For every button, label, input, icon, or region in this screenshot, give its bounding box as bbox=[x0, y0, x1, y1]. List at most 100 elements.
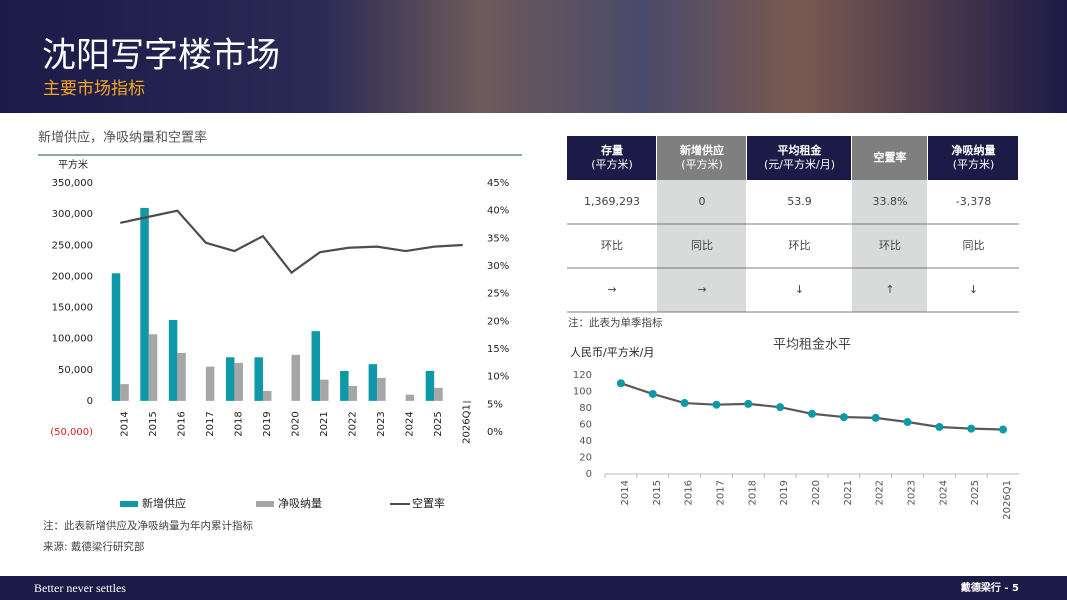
table-cell: → bbox=[697, 283, 706, 296]
table-cell: 33.8% bbox=[873, 195, 908, 208]
bar bbox=[462, 400, 472, 403]
page-title: 沈阳写字楼市场 bbox=[42, 36, 280, 76]
marker bbox=[967, 424, 976, 433]
bar bbox=[348, 385, 358, 401]
footer-brand: 戴德梁行 - 5 bbox=[961, 581, 1019, 594]
header-cell bbox=[928, 136, 1018, 180]
table-cell: ↓ bbox=[795, 283, 804, 296]
x-tick-label: 2017 bbox=[205, 411, 216, 436]
y-tick-label: 200,000 bbox=[52, 271, 93, 282]
y-tick-label: 150,000 bbox=[52, 303, 93, 314]
header-unit: (平方米) bbox=[591, 157, 633, 171]
y2-tick-label: 5% bbox=[487, 399, 503, 410]
x-tick-label: 2026Q1 bbox=[1002, 480, 1013, 520]
y-tick-label: 120 bbox=[573, 370, 592, 381]
x-tick-label: 2020 bbox=[811, 480, 822, 505]
bar bbox=[168, 319, 178, 401]
bar bbox=[320, 379, 329, 401]
x-tick-label: 2024 bbox=[938, 480, 949, 505]
x-tick-label: 2016 bbox=[176, 411, 187, 436]
y-tick-label: 20 bbox=[579, 453, 592, 464]
x-tick-label: 2017 bbox=[715, 480, 726, 505]
x-tick-label: 2014 bbox=[620, 480, 631, 505]
bar bbox=[434, 387, 443, 401]
header-cell bbox=[747, 136, 851, 180]
bar bbox=[254, 357, 263, 401]
header-cell bbox=[657, 136, 746, 180]
bar bbox=[111, 273, 121, 401]
y2-tick-label: 20% bbox=[487, 316, 509, 327]
header-cell bbox=[567, 136, 656, 180]
table-note: 注：此表为单季指标 bbox=[568, 316, 663, 329]
table-cell: 53.9 bbox=[787, 195, 812, 208]
bar bbox=[425, 370, 435, 401]
bar bbox=[368, 364, 378, 401]
x-tick-label: 2021 bbox=[319, 411, 330, 436]
x-tick-label: 2019 bbox=[262, 411, 273, 436]
legend-swatch bbox=[256, 501, 274, 507]
y2-tick-label: 10% bbox=[487, 372, 509, 383]
bar bbox=[291, 354, 300, 401]
x-tick-label: 2018 bbox=[233, 411, 244, 436]
y2-tick-label: 40% bbox=[487, 206, 509, 217]
header-band bbox=[0, 0, 1067, 113]
table-cell: -3,378 bbox=[956, 195, 991, 208]
y2-tick-label: 30% bbox=[487, 261, 509, 272]
y2-tick-label: 45% bbox=[487, 178, 509, 189]
marker bbox=[871, 413, 880, 422]
footer-slogan: Better never settles bbox=[34, 581, 126, 595]
table-cell: ↑ bbox=[885, 283, 894, 296]
y2-tick-label: 35% bbox=[487, 233, 509, 244]
bar bbox=[234, 362, 243, 401]
y2-tick-label: 15% bbox=[487, 344, 509, 355]
x-tick-label: 2022 bbox=[875, 480, 886, 505]
y-tick-label: 40 bbox=[579, 436, 592, 447]
y-tick-label: 350,000 bbox=[52, 178, 93, 189]
x-tick-label: 2021 bbox=[843, 480, 854, 505]
marker bbox=[776, 403, 785, 412]
legend-label: 净吸纳量 bbox=[278, 496, 322, 510]
header-title: 净吸纳量 bbox=[952, 143, 996, 157]
bar bbox=[405, 394, 415, 401]
column-shade bbox=[852, 180, 927, 312]
x-tick-label: 2024 bbox=[405, 411, 416, 436]
table-cell: → bbox=[607, 283, 616, 296]
y-axis-label: 人民币/平方米/月 bbox=[570, 345, 654, 359]
bar bbox=[311, 331, 321, 401]
y-tick-label: 0 bbox=[87, 396, 93, 407]
x-tick-label: 2014 bbox=[119, 411, 130, 436]
y2-tick-label: 0% bbox=[487, 427, 503, 438]
table-cell: 环比 bbox=[601, 239, 623, 252]
x-tick-label: 2025 bbox=[433, 411, 444, 436]
x-tick-label: 2015 bbox=[148, 411, 159, 436]
x-tick-label: 2020 bbox=[291, 411, 302, 436]
x-tick-label: 2025 bbox=[970, 480, 981, 505]
x-tick-label: 2023 bbox=[376, 411, 387, 436]
x-tick-label: 2023 bbox=[907, 480, 918, 505]
y-tick-label: 100 bbox=[573, 387, 592, 398]
marker bbox=[839, 413, 848, 422]
bar bbox=[140, 207, 149, 401]
line bbox=[620, 382, 1004, 431]
table-cell: ↓ bbox=[969, 283, 978, 296]
marker bbox=[999, 425, 1008, 434]
x-tick-label: 2016 bbox=[684, 480, 695, 505]
chart-note: 来源: 戴德梁行研究部 bbox=[43, 540, 144, 553]
marker bbox=[616, 379, 625, 388]
column-shade bbox=[657, 180, 746, 312]
y2-tick-label: 25% bbox=[487, 289, 509, 300]
table-cell: 同比 bbox=[691, 239, 713, 252]
bar bbox=[225, 357, 235, 401]
header-unit: (平方米) bbox=[681, 157, 723, 171]
chart-title: 新增供应，净吸纳量和空置率 bbox=[38, 130, 207, 146]
bar bbox=[177, 352, 186, 401]
marker bbox=[903, 418, 912, 427]
header-title: 存量 bbox=[601, 143, 623, 157]
y-tick-label: 60 bbox=[579, 420, 592, 431]
header-unit: (元/平方米/月) bbox=[764, 157, 835, 171]
table-cell: 0 bbox=[699, 195, 706, 208]
bar bbox=[262, 390, 272, 401]
y-axis-label: 平方米 bbox=[58, 158, 88, 171]
